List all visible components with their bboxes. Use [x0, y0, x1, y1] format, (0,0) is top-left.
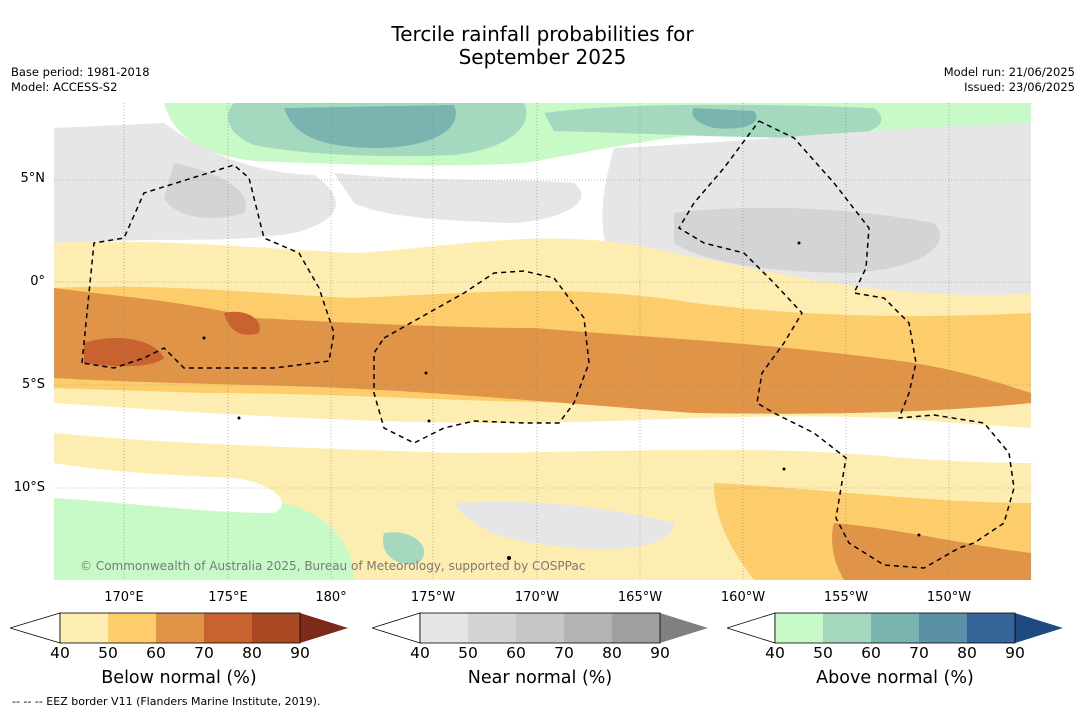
copyright-notice: © Commonwealth of Australia 2025, Bureau… — [80, 559, 586, 573]
model-name: Model: ACCESS-S2 — [11, 80, 118, 94]
below-tick-80: 80 — [242, 644, 262, 662]
below-swatch-40 — [60, 613, 108, 643]
below-swatch-80 — [252, 613, 300, 643]
lon-label-175e: 175°E — [208, 590, 248, 605]
below-swatch-90 — [300, 613, 348, 643]
below-normal-label: Below normal (%) — [101, 668, 257, 688]
colorbar-below-normal — [10, 612, 350, 644]
near-swatch-80 — [612, 613, 660, 643]
below-swatch-60 — [156, 613, 204, 643]
near-swatch-40 — [420, 613, 468, 643]
graticule — [54, 103, 1031, 580]
near-swatch-60 — [516, 613, 564, 643]
model-run: Model run: 21/06/2025 — [943, 65, 1075, 79]
colorbar-near-normal — [372, 612, 712, 644]
eez-footnote: -- -- -- EEZ border V11 (Flanders Marine… — [12, 695, 321, 708]
above-tick-50: 50 — [813, 644, 833, 662]
eez-borders — [81, 120, 1015, 569]
near-tick-60: 60 — [506, 644, 526, 662]
islands — [202, 241, 921, 560]
lon-label-165w: 165°W — [617, 590, 663, 605]
above-swatch-80 — [967, 613, 1015, 643]
above-normal-label: Above normal (%) — [816, 668, 974, 688]
near-tick-70: 70 — [554, 644, 574, 662]
lat-label-5s: 5°S — [21, 377, 45, 392]
lon-label-160w: 160°W — [720, 590, 766, 605]
below-tick-60: 60 — [146, 644, 166, 662]
near-swatch-50 — [468, 613, 516, 643]
near-swatch-70 — [564, 613, 612, 643]
near-tick-40: 40 — [410, 644, 430, 662]
lon-label-175w: 175°W — [410, 590, 456, 605]
lon-label-150w: 150°W — [926, 590, 972, 605]
below-swatch-50 — [108, 613, 156, 643]
below-tick-40: 40 — [50, 644, 70, 662]
above-tick-60: 60 — [861, 644, 881, 662]
rainfall-probability-map — [54, 103, 1031, 580]
above-swatch-60 — [871, 613, 919, 643]
above-swatch-90 — [1015, 613, 1063, 643]
above-tick-80: 80 — [957, 644, 977, 662]
near-tick-90: 90 — [650, 644, 670, 662]
colorbar-above-normal — [727, 612, 1067, 644]
map-title-line2: September 2025 — [458, 45, 627, 69]
above-swatch-50 — [823, 613, 871, 643]
lat-label-10s: 10°S — [13, 480, 45, 495]
lon-label-180: 180° — [315, 590, 347, 605]
map-title-line1: Tercile rainfall probabilities for — [391, 22, 694, 46]
lon-label-170e: 170°E — [104, 590, 144, 605]
issued-date: Issued: 23/06/2025 — [964, 80, 1075, 94]
above-swatch-40 — [775, 613, 823, 643]
near-tick-80: 80 — [602, 644, 622, 662]
base-period: Base period: 1981-2018 — [11, 65, 150, 79]
map-canvas — [54, 103, 1031, 580]
above-tick-90: 90 — [1005, 644, 1025, 662]
near-swatch-90 — [660, 613, 708, 643]
lat-label-5n: 5°N — [20, 171, 46, 186]
lon-label-170w: 170°W — [514, 590, 560, 605]
below-tick-70: 70 — [194, 644, 214, 662]
lon-label-155w: 155°W — [823, 590, 869, 605]
below-tick-50: 50 — [98, 644, 118, 662]
near-tick-50: 50 — [458, 644, 478, 662]
near-normal-label: Near normal (%) — [467, 668, 613, 688]
above-tick-40: 40 — [765, 644, 785, 662]
below-swatch-70 — [204, 613, 252, 643]
above-tick-70: 70 — [909, 644, 929, 662]
below-tick-90: 90 — [290, 644, 310, 662]
lat-label-0: 0° — [30, 274, 45, 289]
above-swatch-70 — [919, 613, 967, 643]
